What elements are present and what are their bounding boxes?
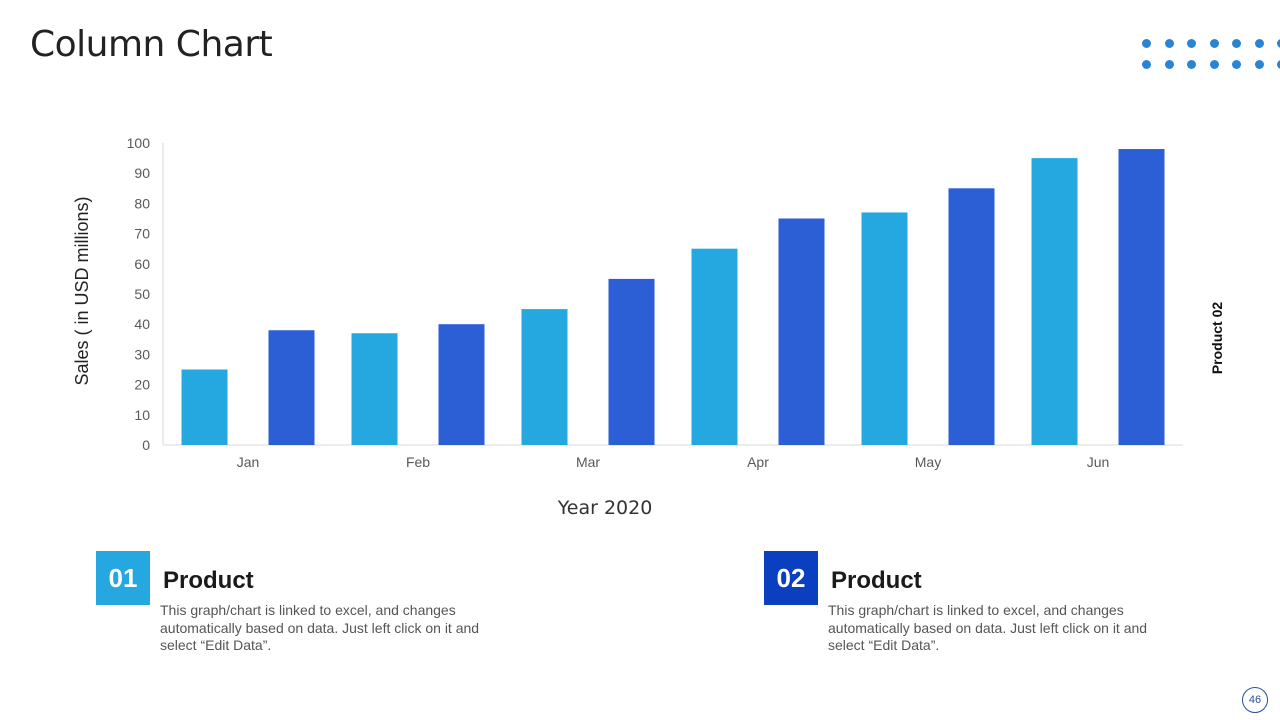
decorative-dot	[1187, 60, 1196, 69]
decorative-dot	[1232, 60, 1241, 69]
y-tick-label: 20	[134, 377, 150, 393]
decorative-dot	[1209, 60, 1219, 69]
bar-product-02	[608, 278, 655, 445]
y-tick-label: 50	[134, 286, 150, 302]
x-tick-label: Jan	[237, 454, 260, 470]
product-description-01: This graph/chart is linked to excel, and…	[160, 602, 480, 653]
decorative-dot	[1187, 39, 1196, 48]
decorative-dot	[1142, 60, 1151, 69]
decorative-dot	[1254, 60, 1264, 69]
decorative-dot	[1164, 60, 1174, 69]
bar-product-02	[1118, 149, 1165, 446]
bar-product-02	[438, 324, 485, 445]
y-tick-label: 40	[134, 316, 150, 332]
x-tick-label: Apr	[747, 454, 769, 470]
decorative-dot	[1142, 39, 1151, 48]
product-heading-01: Product	[163, 567, 254, 594]
y-tick-label: 100	[127, 135, 151, 151]
bar-product-02	[268, 330, 315, 445]
x-tick-label: May	[915, 454, 941, 470]
page-number: 46	[1242, 687, 1268, 713]
product-badge-01: 01	[96, 551, 150, 605]
y-tick-label: 60	[134, 256, 150, 272]
decorative-dot	[1232, 39, 1241, 48]
bar-product-01	[1031, 158, 1078, 445]
decorative-dot	[1164, 39, 1174, 48]
y-tick-label: 10	[134, 407, 150, 423]
bar-product-02	[948, 188, 995, 446]
decorative-dot	[1277, 39, 1280, 48]
product-badge-02: 02	[764, 551, 818, 605]
decorative-dot	[1209, 39, 1219, 48]
y-tick-label: 30	[134, 346, 150, 362]
product-description-02: This graph/chart is linked to excel, and…	[828, 602, 1148, 653]
product-heading-02: Product	[831, 567, 922, 594]
x-tick-label: Mar	[576, 454, 600, 470]
bar-product-01	[351, 333, 398, 445]
x-tick-label: Feb	[406, 454, 430, 470]
y-tick-label: 90	[134, 165, 150, 181]
bar-product-01	[861, 212, 908, 445]
decorative-dot	[1277, 60, 1280, 69]
y-tick-label: 80	[134, 195, 150, 211]
bar-product-01	[691, 248, 738, 445]
y-axis-title: Sales ( in USD millions)	[72, 196, 92, 385]
bar-product-01	[181, 369, 228, 445]
bar-product-01	[521, 309, 568, 445]
legend-label: Product 02	[1209, 301, 1225, 375]
x-tick-label: Jun	[1087, 454, 1110, 470]
slide-title: Column Chart	[30, 24, 273, 65]
decorative-dot	[1254, 39, 1264, 48]
bar-product-02	[778, 218, 825, 445]
decorative-dots	[1140, 36, 1280, 76]
x-axis-title: Year 2020	[557, 497, 653, 519]
y-tick-label: 0	[142, 437, 150, 453]
y-tick-label: 70	[134, 226, 150, 242]
column-chart: 0 10 20 30 40 50 60 70 80 90 100 Jan Feb Mar Apr May Jun…	[72, 135, 1183, 519]
